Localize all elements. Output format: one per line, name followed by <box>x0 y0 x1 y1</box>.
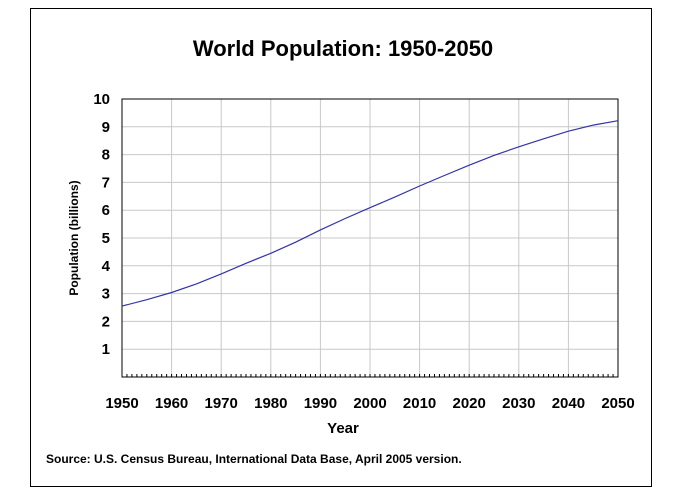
y-tick-label: 8 <box>102 147 110 164</box>
x-tick-label: 2030 <box>502 395 535 412</box>
x-minor-ticks <box>121 374 619 377</box>
x-tick-label: 2040 <box>552 395 585 412</box>
x-tick-label: 1950 <box>105 395 138 412</box>
source-note: Source: U.S. Census Bureau, Internationa… <box>46 452 462 466</box>
x-tick-label: 2010 <box>403 395 436 412</box>
y-tick-label: 10 <box>93 91 110 108</box>
x-tick-label: 1990 <box>304 395 337 412</box>
x-axis-label: Year <box>327 420 359 437</box>
chart-title: World Population: 1950-2050 <box>192 36 494 61</box>
y-tick-label: 5 <box>102 230 110 247</box>
y-tick-label: 9 <box>102 119 110 136</box>
y-tick-label: 4 <box>102 258 111 275</box>
grid <box>122 99 618 377</box>
x-tick-label: 1980 <box>254 395 287 412</box>
x-tick-label: 2000 <box>353 395 386 412</box>
y-tick-labels: 1 2 3 4 5 6 7 8 9 10 <box>93 91 110 358</box>
y-tick-label: 6 <box>102 202 110 219</box>
x-tick-labels: 1950 1960 1970 1980 1990 2000 2010 2020 2030 2040… <box>105 395 634 412</box>
series-line-world-population <box>121 120 619 307</box>
y-tick-label: 2 <box>102 313 110 330</box>
x-tick-label: 2050 <box>601 395 634 412</box>
x-tick-label: 1970 <box>205 395 238 412</box>
y-tick-label: 1 <box>102 341 110 358</box>
y-tick-label: 3 <box>102 286 110 303</box>
chart-frame <box>30 8 652 487</box>
x-tick-label: 1960 <box>155 395 188 412</box>
y-tick-label: 7 <box>102 174 110 191</box>
x-tick-label: 2020 <box>453 395 486 412</box>
